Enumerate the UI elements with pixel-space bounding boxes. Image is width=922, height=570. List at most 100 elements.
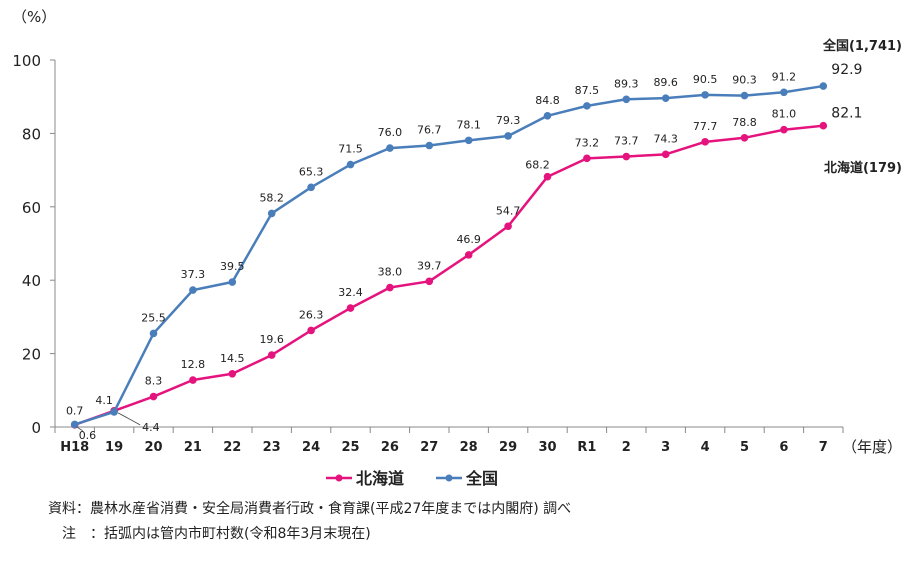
data-point-zenkoku	[267, 209, 276, 218]
data-label-hokkaido: 4.4	[142, 421, 160, 434]
data-label-zenkoku: 4.1	[95, 394, 113, 407]
data-point-zenkoku	[661, 94, 670, 102]
x-tick-label: 4	[701, 440, 710, 455]
data-point-zenkoku	[583, 102, 591, 110]
x-tick-label: 24	[302, 440, 320, 455]
data-point-hokkaido	[583, 154, 591, 163]
annotation-hokkaido: 北海道(179)	[824, 160, 902, 176]
y-unit-label: （%）	[12, 8, 56, 26]
data-label-zenkoku: 65.3	[299, 165, 324, 178]
data-label-zenkoku: 92.9	[831, 62, 862, 78]
x-tick-label: 19	[105, 440, 123, 455]
data-label-zenkoku: 76.0	[378, 126, 403, 139]
data-label-zenkoku: 39.5	[220, 260, 245, 273]
x-tick-label: 6	[779, 440, 788, 455]
data-label-hokkaido: 8.3	[145, 375, 163, 388]
data-label-hokkaido: 77.7	[693, 120, 718, 133]
data-label-hokkaido: 14.5	[220, 352, 245, 365]
data-point-hokkaido	[267, 351, 276, 359]
data-label-hokkaido: 73.2	[575, 136, 600, 149]
x-tick-label: 21	[184, 440, 202, 455]
data-point-hokkaido	[228, 369, 237, 378]
y-tick-label: 60	[22, 199, 41, 217]
data-label-hokkaido: 54.7	[496, 204, 521, 217]
data-point-hokkaido	[504, 222, 512, 231]
data-label-hokkaido: 68.2	[525, 159, 550, 172]
data-label-zenkoku: 89.6	[653, 76, 678, 89]
data-point-hokkaido	[740, 134, 749, 142]
x-tick-label: 27	[420, 440, 438, 455]
x-tick-label: 7	[819, 440, 828, 455]
y-tick-label: 100	[12, 52, 41, 70]
data-point-hokkaido	[543, 172, 552, 181]
data-point-hokkaido	[386, 283, 394, 292]
data-point-zenkoku	[464, 136, 473, 145]
data-point-zenkoku	[228, 278, 237, 286]
data-label-hokkaido: 19.6	[259, 333, 284, 346]
data-point-hokkaido	[307, 326, 315, 335]
data-point-hokkaido	[819, 121, 828, 130]
data-point-zenkoku	[425, 141, 434, 150]
data-point-zenkoku	[307, 183, 315, 192]
x-tick-label: 28	[460, 440, 478, 455]
source-note: 資料：農林水産省消費・安全局消費者行政・食育課(平成27年度までは内閣府) 調べ	[48, 501, 572, 517]
series-line-hokkaido	[74, 124, 824, 426]
annotation-zenkoku: 全国(1,741)	[822, 38, 902, 54]
data-label-hokkaido: 78.8	[732, 116, 757, 129]
y-tick-label: 80	[22, 125, 41, 143]
data-point-zenkoku	[386, 144, 394, 152]
data-label-hokkaido: 32.4	[338, 286, 363, 299]
legend-label-zenkoku: 全国	[465, 469, 498, 488]
data-point-hokkaido	[346, 304, 355, 312]
data-label-hokkaido: 38.0	[378, 266, 403, 279]
data-point-hokkaido	[622, 152, 631, 161]
data-label-zenkoku: 78.1	[456, 118, 481, 131]
y-tick-label: 0	[31, 419, 41, 437]
x-tick-label: R1	[577, 440, 596, 455]
data-point-zenkoku	[819, 82, 828, 90]
x-tick-label: 20	[144, 440, 162, 455]
x-tick-label: 2	[622, 440, 631, 455]
legend-item-zenkoku: 全国	[436, 469, 498, 488]
data-label-hokkaido: 39.7	[417, 259, 442, 272]
x-tick-label: 25	[341, 440, 359, 455]
legend-marker-zenkoku	[445, 474, 453, 482]
data-label-zenkoku: 89.3	[614, 77, 639, 90]
data-label-zenkoku: 71.5	[338, 143, 363, 156]
data-label-hokkaido: 0.6	[79, 429, 97, 442]
x-tick-label: 23	[263, 440, 281, 455]
data-point-zenkoku	[622, 95, 631, 104]
x-unit-label: （年度）	[842, 438, 902, 456]
data-label-hokkaido: 73.7	[614, 135, 639, 148]
data-label-zenkoku: 37.3	[181, 268, 206, 281]
data-point-zenkoku	[110, 408, 118, 416]
x-tick-label: 30	[538, 440, 556, 455]
x-tick-label: H18	[60, 440, 89, 455]
x-tick-label: 26	[381, 440, 399, 455]
data-label-zenkoku: 79.3	[496, 114, 521, 127]
data-label-zenkoku: 58.2	[259, 191, 284, 204]
legend-item-hokkaido: 北海道	[326, 469, 404, 488]
data-point-zenkoku	[543, 111, 552, 120]
data-point-zenkoku	[504, 132, 512, 140]
data-point-hokkaido	[149, 392, 158, 401]
series-layer	[70, 82, 828, 429]
data-point-zenkoku	[346, 160, 355, 169]
data-label-zenkoku: 87.5	[575, 84, 600, 97]
data-point-zenkoku	[740, 91, 749, 100]
y-tick-label: 20	[22, 346, 41, 364]
data-label-hokkaido: 74.3	[653, 132, 678, 145]
data-point-zenkoku	[780, 88, 788, 97]
data-point-zenkoku	[701, 91, 709, 99]
data-point-hokkaido	[780, 125, 788, 134]
data-label-zenkoku: 91.2	[772, 70, 797, 83]
data-label-zenkoku: 84.8	[535, 94, 560, 107]
y-tick-label: 40	[22, 272, 41, 290]
data-label-hokkaido: 26.3	[299, 308, 324, 321]
data-label-zenkoku: 25.5	[141, 311, 166, 324]
series-line-zenkoku	[74, 84, 824, 426]
data-point-zenkoku	[189, 286, 197, 294]
data-label-zenkoku: 90.5	[693, 73, 718, 86]
